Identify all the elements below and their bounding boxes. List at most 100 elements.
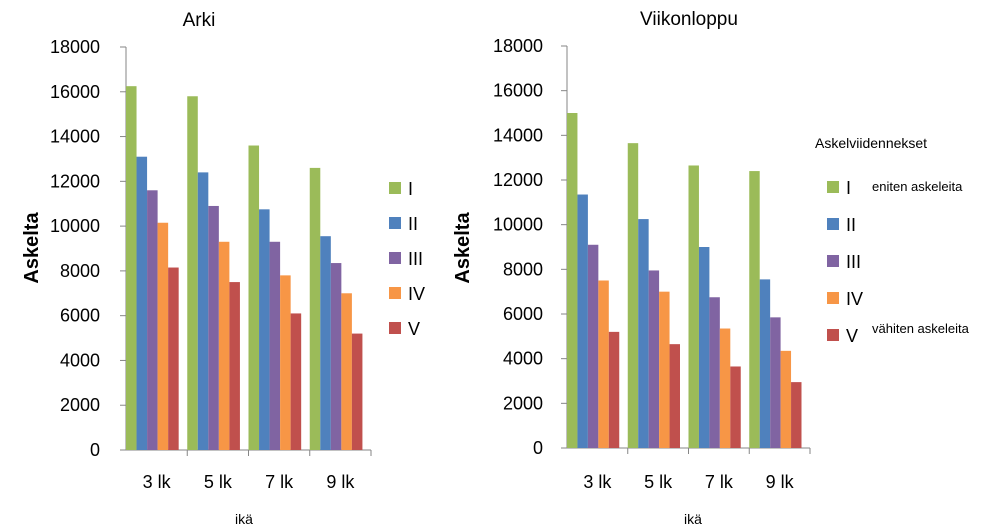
bar-V-3lk	[168, 267, 179, 450]
legend-swatch	[389, 217, 401, 229]
y-tick-label: 0	[90, 440, 100, 460]
bar-I-7lk	[248, 145, 260, 450]
legend-label: II	[846, 215, 856, 235]
bar-I-9lk	[749, 171, 760, 448]
legend-label: II	[408, 214, 418, 234]
y-tick-label: 4000	[503, 349, 543, 369]
bar-II-3lk	[577, 194, 588, 448]
legend-label: I	[408, 179, 413, 199]
legend-swatch	[827, 292, 839, 304]
bar-II-7lk	[698, 247, 710, 448]
bar-V-9lk	[351, 333, 363, 450]
legend-label: IV	[846, 289, 863, 309]
x-axis-label: ikä	[235, 511, 253, 527]
bar-IV-3lk	[157, 222, 169, 450]
legend-swatch	[827, 329, 839, 341]
legend-label: III	[408, 249, 423, 269]
bar-IV-3lk	[598, 280, 609, 448]
legend-swatch	[389, 182, 401, 194]
y-axis-label: Askelta	[452, 212, 474, 284]
bar-I-9lk	[309, 167, 321, 450]
x-tick-label: 5 lk	[204, 472, 233, 492]
bar-III-5lk	[208, 205, 219, 450]
y-tick-label: 0	[533, 438, 543, 458]
legend-label: V	[846, 326, 858, 346]
legend-swatch	[827, 218, 839, 230]
y-tick-label: 4000	[60, 350, 100, 370]
y-axis-label: Askelta	[21, 212, 43, 284]
bar-III-9lk	[770, 317, 781, 448]
legend-swatch	[389, 252, 401, 264]
y-tick-label: 2000	[60, 395, 100, 415]
chart-title: Viikonloppu	[640, 9, 738, 30]
legend-label: I	[846, 178, 851, 198]
bar-III-7lk	[269, 241, 281, 450]
bar-I-3lk	[567, 113, 578, 448]
bar-V-7lk	[290, 313, 302, 450]
bar-II-3lk	[136, 156, 148, 450]
chart-title: Arki	[183, 10, 216, 31]
legend-title: Askelviidennekset	[815, 135, 927, 151]
bar-V-5lk	[669, 344, 680, 448]
bar-V-9lk	[791, 382, 802, 448]
y-tick-label: 18000	[50, 37, 100, 57]
bar-V-5lk	[229, 282, 240, 450]
legend-swatch	[827, 255, 839, 267]
y-tick-label: 14000	[50, 127, 100, 147]
x-tick-label: 7 lk	[265, 472, 294, 492]
y-tick-label: 16000	[50, 82, 100, 102]
y-tick-label: 2000	[503, 393, 543, 413]
bar-III-3lk	[587, 244, 599, 448]
y-tick-label: 10000	[50, 216, 100, 236]
legend-note: vähiten askeleita	[872, 321, 970, 336]
bar-V-3lk	[608, 331, 620, 448]
bar-II-5lk	[638, 219, 649, 448]
y-tick-label: 14000	[493, 125, 543, 145]
chart-panel-0: Arki Askelta ikä 0 2000 4000 6000 8000 10000 1200…	[21, 10, 425, 527]
y-tick-label: 12000	[50, 171, 100, 191]
y-tick-label: 6000	[60, 306, 100, 326]
legend-note: eniten askeleita	[872, 179, 963, 194]
y-tick-label: 8000	[60, 261, 100, 281]
y-tick-label: 18000	[493, 36, 543, 56]
bar-IV-7lk	[280, 275, 291, 450]
x-tick-label: 9 lk	[766, 472, 795, 492]
bar-I-3lk	[126, 86, 137, 451]
y-tick-label: 12000	[493, 170, 543, 190]
legend-swatch	[389, 322, 401, 334]
bar-II-9lk	[320, 236, 331, 450]
y-tick-label: 8000	[503, 259, 543, 279]
y-tick-label: 6000	[503, 304, 543, 324]
bar-III-3lk	[147, 190, 158, 451]
x-tick-label: 3 lk	[583, 472, 612, 492]
legend-swatch	[389, 287, 401, 299]
bar-V-7lk	[730, 366, 741, 448]
chart-panel-1: Viikonloppu Askelta ikä 0 2000 4000 6000 8000 10…	[452, 9, 970, 527]
bar-I-5lk	[627, 143, 639, 448]
bar-IV-9lk	[341, 293, 352, 450]
bar-III-9lk	[330, 263, 342, 450]
bar-II-5lk	[197, 172, 209, 450]
legend-label: IV	[408, 284, 425, 304]
bar-I-7lk	[688, 165, 699, 449]
x-tick-label: 3 lk	[143, 472, 172, 492]
legend-label: III	[846, 252, 861, 272]
bar-III-7lk	[709, 297, 720, 448]
bar-I-5lk	[187, 96, 198, 450]
y-tick-label: 16000	[493, 81, 543, 101]
bar-IV-5lk	[659, 291, 670, 448]
x-tick-label: 5 lk	[644, 472, 673, 492]
legend-swatch	[827, 181, 839, 193]
y-tick-label: 10000	[493, 215, 543, 235]
legend-label: V	[408, 319, 420, 339]
x-axis-label: ikä	[684, 511, 702, 527]
bar-IV-7lk	[719, 328, 731, 448]
bar-II-9lk	[759, 279, 771, 448]
bar-III-5lk	[648, 270, 660, 448]
bar-IV-5lk	[218, 241, 230, 450]
bar-IV-9lk	[780, 350, 792, 448]
x-tick-label: 9 lk	[326, 472, 355, 492]
